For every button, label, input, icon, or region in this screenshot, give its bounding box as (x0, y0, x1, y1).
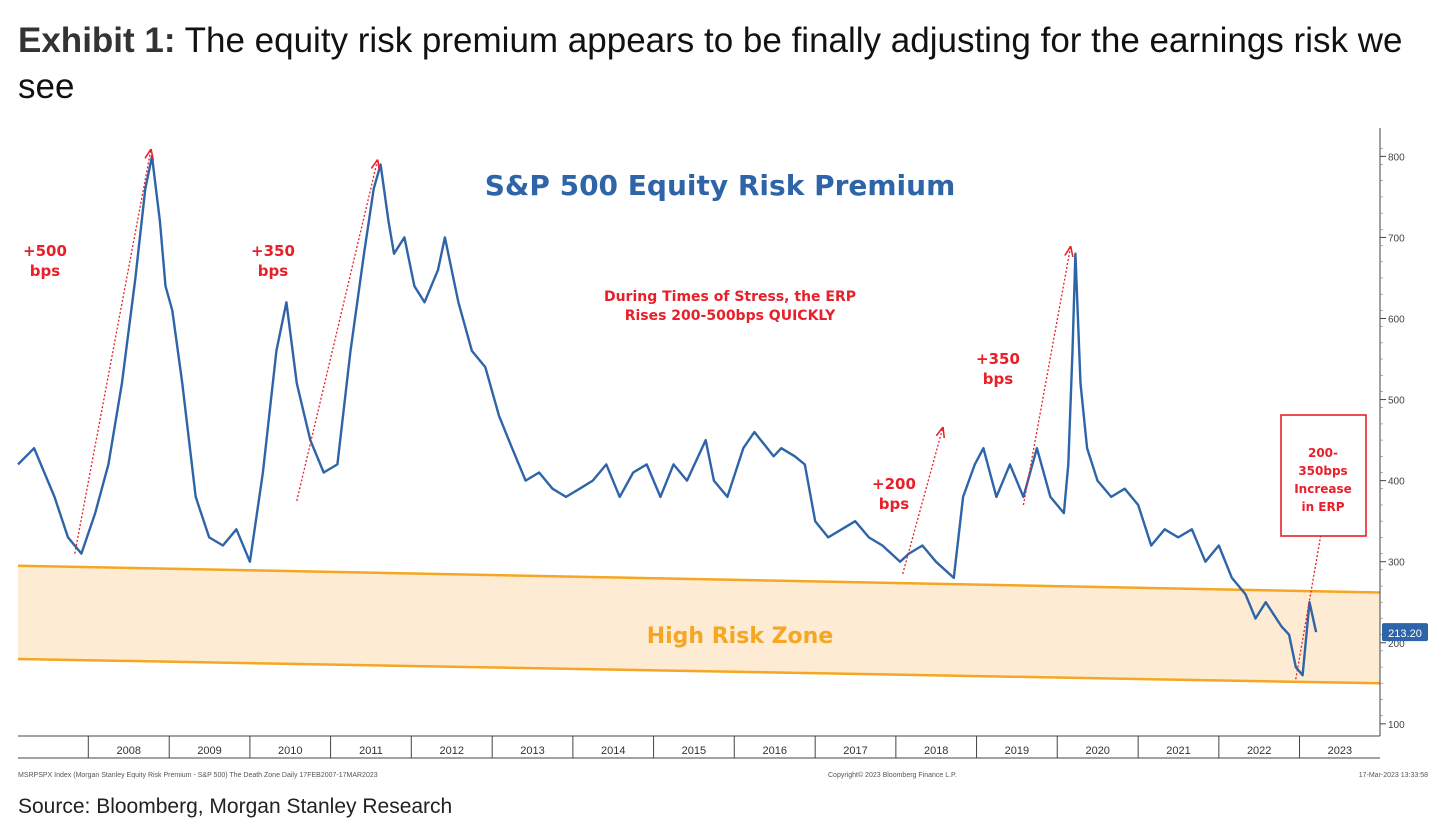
annotation-increase-box-line: 200- (1308, 446, 1338, 460)
x-tick-label: 2017 (843, 745, 867, 757)
x-tick-label: 2020 (1085, 745, 1109, 757)
annotation-plus200-line: +200 (872, 475, 916, 493)
increase-box-frame (1280, 414, 1367, 537)
annotation-plus350-2011-line: +350 (251, 242, 295, 260)
x-tick-label: 2013 (520, 745, 544, 757)
zone-lower-boundary (17, 657, 1381, 685)
x-tick-label: 2009 (197, 745, 221, 757)
x-tick-label: 2015 (682, 745, 706, 757)
footer-left: MSRPSPX Index (Morgan Stanley Equity Ris… (18, 772, 378, 779)
y-tick-label: 200 (1388, 639, 1405, 650)
zone-upper-boundary (17, 564, 1381, 594)
annotation-increase-box-line: in ERP (1301, 500, 1344, 514)
last-value-label: 213.20 (1388, 628, 1422, 640)
y-tick-label: 700 (1388, 233, 1405, 244)
annotation-plus350-2020-line: +350 (976, 350, 1020, 368)
annotation-plus350-2011-arrow (296, 160, 378, 502)
x-tick-label: 2014 (601, 745, 625, 757)
exhibit-title: Exhibit 1: The equity risk premium appea… (18, 18, 1438, 110)
high-risk-zone-fill (18, 565, 1380, 684)
annotation-plus500-line: +500 (23, 242, 67, 260)
x-tick-label: 2019 (1005, 745, 1029, 757)
x-tick-label: 2010 (278, 745, 302, 757)
exhibit-label: Exhibit 1: (18, 21, 176, 60)
annotation-plus200-line: bps (879, 495, 909, 513)
annotation-increase-box-line: 350bps (1298, 464, 1347, 478)
high-risk-zone-label: High Risk Zone (647, 624, 834, 649)
annotation-plus500-arrow (74, 150, 151, 554)
axis-layer: 100 200 300 400 500 600 700 800 2008 2009 2010 2011… (18, 128, 1428, 759)
y-tick-label: 800 (1388, 152, 1405, 163)
annotation-plus350-2020-line: bps (983, 370, 1013, 388)
annotation-layer: +500 bps +350 bps During Times of Stress, th… (23, 150, 1367, 680)
annotation-plus350-2020-arrow (1022, 247, 1070, 506)
footer-right: 17-Mar-2023 13:33:58 (1359, 772, 1428, 779)
x-tick-label: 2023 (1328, 745, 1352, 757)
annotation-increase-box-line: Increase (1294, 482, 1352, 496)
annotation-plus200-arrow (902, 428, 943, 575)
x-tick-label: 2021 (1166, 745, 1190, 757)
x-tick-label: 2011 (359, 745, 383, 757)
last-value-badge (1382, 623, 1428, 642)
annotation-stress-note-line: Rises 200-500bps QUICKLY (625, 308, 836, 324)
y-tick-label: 400 (1388, 477, 1405, 488)
erp-series-line (17, 155, 1318, 677)
exhibit-title-text: The equity risk premium appears to be fi… (18, 21, 1403, 106)
erp-chart: +500 bps +350 bps During Times of Stress, th… (17, 128, 1428, 779)
annotation-stress-note-line: During Times of Stress, the ERP (604, 289, 856, 305)
x-tick-label: 2018 (924, 745, 948, 757)
footer-center: Copyright© 2023 Bloomberg Finance L.P. (828, 771, 957, 779)
source-note: Source: Bloomberg, Morgan Stanley Resear… (18, 795, 453, 818)
x-tick-label: 2022 (1247, 745, 1271, 757)
chart-title: S&P 500 Equity Risk Premium (485, 169, 956, 202)
x-tick-label: 2008 (117, 745, 141, 757)
annotation-plus500-line: bps (30, 262, 60, 280)
high-risk-zone (17, 564, 1381, 685)
y-tick-label: 100 (1388, 720, 1405, 731)
y-tick-label: 500 (1388, 396, 1405, 407)
annotation-plus350-2011-line: bps (258, 262, 288, 280)
y-tick-label: 600 (1388, 315, 1405, 326)
x-tick-label: 2012 (439, 745, 463, 757)
series-layer (17, 155, 1318, 677)
y-tick-label: 300 (1388, 558, 1405, 569)
x-tick-label: 2016 (762, 745, 786, 757)
